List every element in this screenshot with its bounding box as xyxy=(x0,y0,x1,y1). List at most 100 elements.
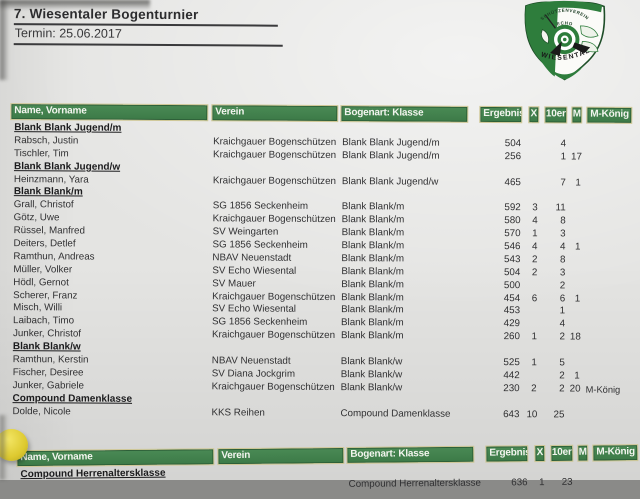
results-table-main: Name, Vorname Verein Bogenart: Klasse Ergeb… xyxy=(8,103,633,422)
mkoenig-flag xyxy=(585,280,631,293)
tens-value: 2 xyxy=(559,331,565,343)
miss-value xyxy=(571,216,586,229)
mkoenig-flag: M-König xyxy=(585,384,621,395)
player-name: Fischer, Desiree xyxy=(12,367,84,379)
ergebnis-value: 546 xyxy=(504,241,521,253)
miss-value: 18 xyxy=(569,331,581,343)
column-header: Bogenart: Klasse xyxy=(346,445,475,464)
verein: Kraichgauer Bogenschützen xyxy=(211,329,336,342)
column-header: Name, Vorname xyxy=(16,448,215,468)
ergebnis-value: 230 xyxy=(503,382,520,394)
player-name: Junker, Christof xyxy=(12,328,82,340)
column-header: 10er xyxy=(550,444,574,462)
mkoenig-flag xyxy=(586,151,632,164)
logo-text-mid: ECHO xyxy=(556,20,573,26)
paper-edge-left xyxy=(0,0,9,80)
player-name: Götz, Uwe xyxy=(13,212,60,224)
mkoenig-flag xyxy=(585,306,631,319)
arrow-fletching xyxy=(572,42,591,54)
player-name: Laibach, Timo xyxy=(13,315,75,327)
mkoenig-flag xyxy=(584,409,630,422)
bogenart-klasse: Blank Blank/w xyxy=(340,369,403,381)
column-header: 10er xyxy=(544,106,568,124)
x-value: 2 xyxy=(531,254,538,266)
x-value: 2 xyxy=(531,383,537,395)
tens-value: 4 xyxy=(560,138,567,150)
verein: SV Mauer xyxy=(212,277,256,290)
miss-value xyxy=(570,254,585,267)
ergebnis-value: 453 xyxy=(503,305,521,317)
bogenart-klasse: Blank Blank/m xyxy=(341,201,405,213)
miss-value: 1 xyxy=(575,241,581,253)
x-value xyxy=(528,138,544,151)
miss-value: 1 xyxy=(574,370,580,382)
verein: Kraichgauer Bogenschützen xyxy=(212,290,336,303)
tens-value: 11 xyxy=(555,202,566,214)
ergebnis-value: 465 xyxy=(504,176,521,188)
bogenart-klasse: Blank Blank Jugend/m xyxy=(342,136,440,149)
x-value xyxy=(528,177,544,190)
bogenart-klasse: Blank Blank/m xyxy=(341,304,404,316)
ergebnis-value: 525 xyxy=(503,357,520,369)
x-value: 1 xyxy=(531,357,537,369)
verein: SV Diana Jockgrim xyxy=(211,368,296,380)
tens-value: 1 xyxy=(560,151,567,163)
player-name: Junker, Gabriele xyxy=(12,379,85,392)
player-name: Scherer, Franz xyxy=(13,289,78,302)
paper-edge-top xyxy=(0,0,150,10)
ergebnis-value: 504 xyxy=(503,266,521,278)
miss-value xyxy=(570,267,585,280)
date-underline xyxy=(13,43,283,47)
player-name: Ramthun, Kerstin xyxy=(12,354,89,366)
date-line: Termin: 25.06.2017 xyxy=(14,26,122,41)
x-value xyxy=(527,306,543,319)
x-value: 4 xyxy=(532,215,538,227)
club-logo: SCHÜTZENVEREIN ECHO WIESENTAL xyxy=(524,0,606,81)
bogenart-klasse: Compound Damenklasse xyxy=(340,407,451,420)
paper-edge-left-bottom xyxy=(0,415,8,480)
tens-value: 5 xyxy=(559,357,565,369)
x-value: 6 xyxy=(531,292,538,304)
player-name: Rabsch, Justin xyxy=(14,134,79,147)
miss-value: 17 xyxy=(571,151,582,163)
mkoenig-flag xyxy=(585,319,631,332)
column-header: Verein xyxy=(217,446,345,466)
tens-value: 2 xyxy=(559,383,565,395)
x-value: 1 xyxy=(539,476,545,488)
bogenart-klasse: Blank Blank/m xyxy=(341,278,404,291)
x-value xyxy=(528,151,544,164)
column-header: M-König xyxy=(586,106,633,124)
miss-value xyxy=(570,319,585,332)
ergebnis-value: 592 xyxy=(504,202,521,214)
miss-value xyxy=(571,203,586,216)
bogenart-klasse: Blank Blank/m xyxy=(341,240,405,252)
results-table-bottom: Name, Vorname Verein Bogenart: Klasse Ergeb… xyxy=(16,444,639,495)
x-value: 1 xyxy=(532,228,538,240)
bogenart-klasse: Blank Blank/m xyxy=(341,252,405,265)
ergebnis-value: 504 xyxy=(504,137,522,150)
column-header: X xyxy=(534,445,546,463)
verein: SG 1856 Seckenheim xyxy=(212,239,308,251)
ergebnis-value: 256 xyxy=(504,150,522,162)
mkoenig-flag xyxy=(593,476,639,489)
shield-green-top xyxy=(527,0,603,13)
miss-value xyxy=(571,229,586,242)
tens-value: 3 xyxy=(559,267,566,279)
ergebnis-value: 442 xyxy=(503,370,520,382)
bogenart-klasse: Blank Blank Jugend/w xyxy=(341,175,439,188)
ergebnis-value: 580 xyxy=(504,215,521,227)
tens-value: 23 xyxy=(561,476,573,488)
bogenart-klasse: Blank Blank/m xyxy=(340,330,404,342)
mkoenig-flag xyxy=(586,203,632,216)
arrow-head xyxy=(550,41,562,57)
verein: SG 1856 Seckenheim xyxy=(212,316,308,329)
tens-value: 4 xyxy=(560,241,566,253)
column-header: Bogenart: Klasse xyxy=(340,105,469,123)
verein: KKS Reihen xyxy=(211,406,265,419)
ergebnis-value: 636 xyxy=(511,477,528,489)
tens-value: 8 xyxy=(559,254,566,266)
tens-value: 1 xyxy=(559,305,566,317)
ergebnis-value: 429 xyxy=(503,318,521,330)
bogenart-klasse: Blank Blank/m xyxy=(341,227,405,239)
tens-value: 25 xyxy=(553,408,565,421)
